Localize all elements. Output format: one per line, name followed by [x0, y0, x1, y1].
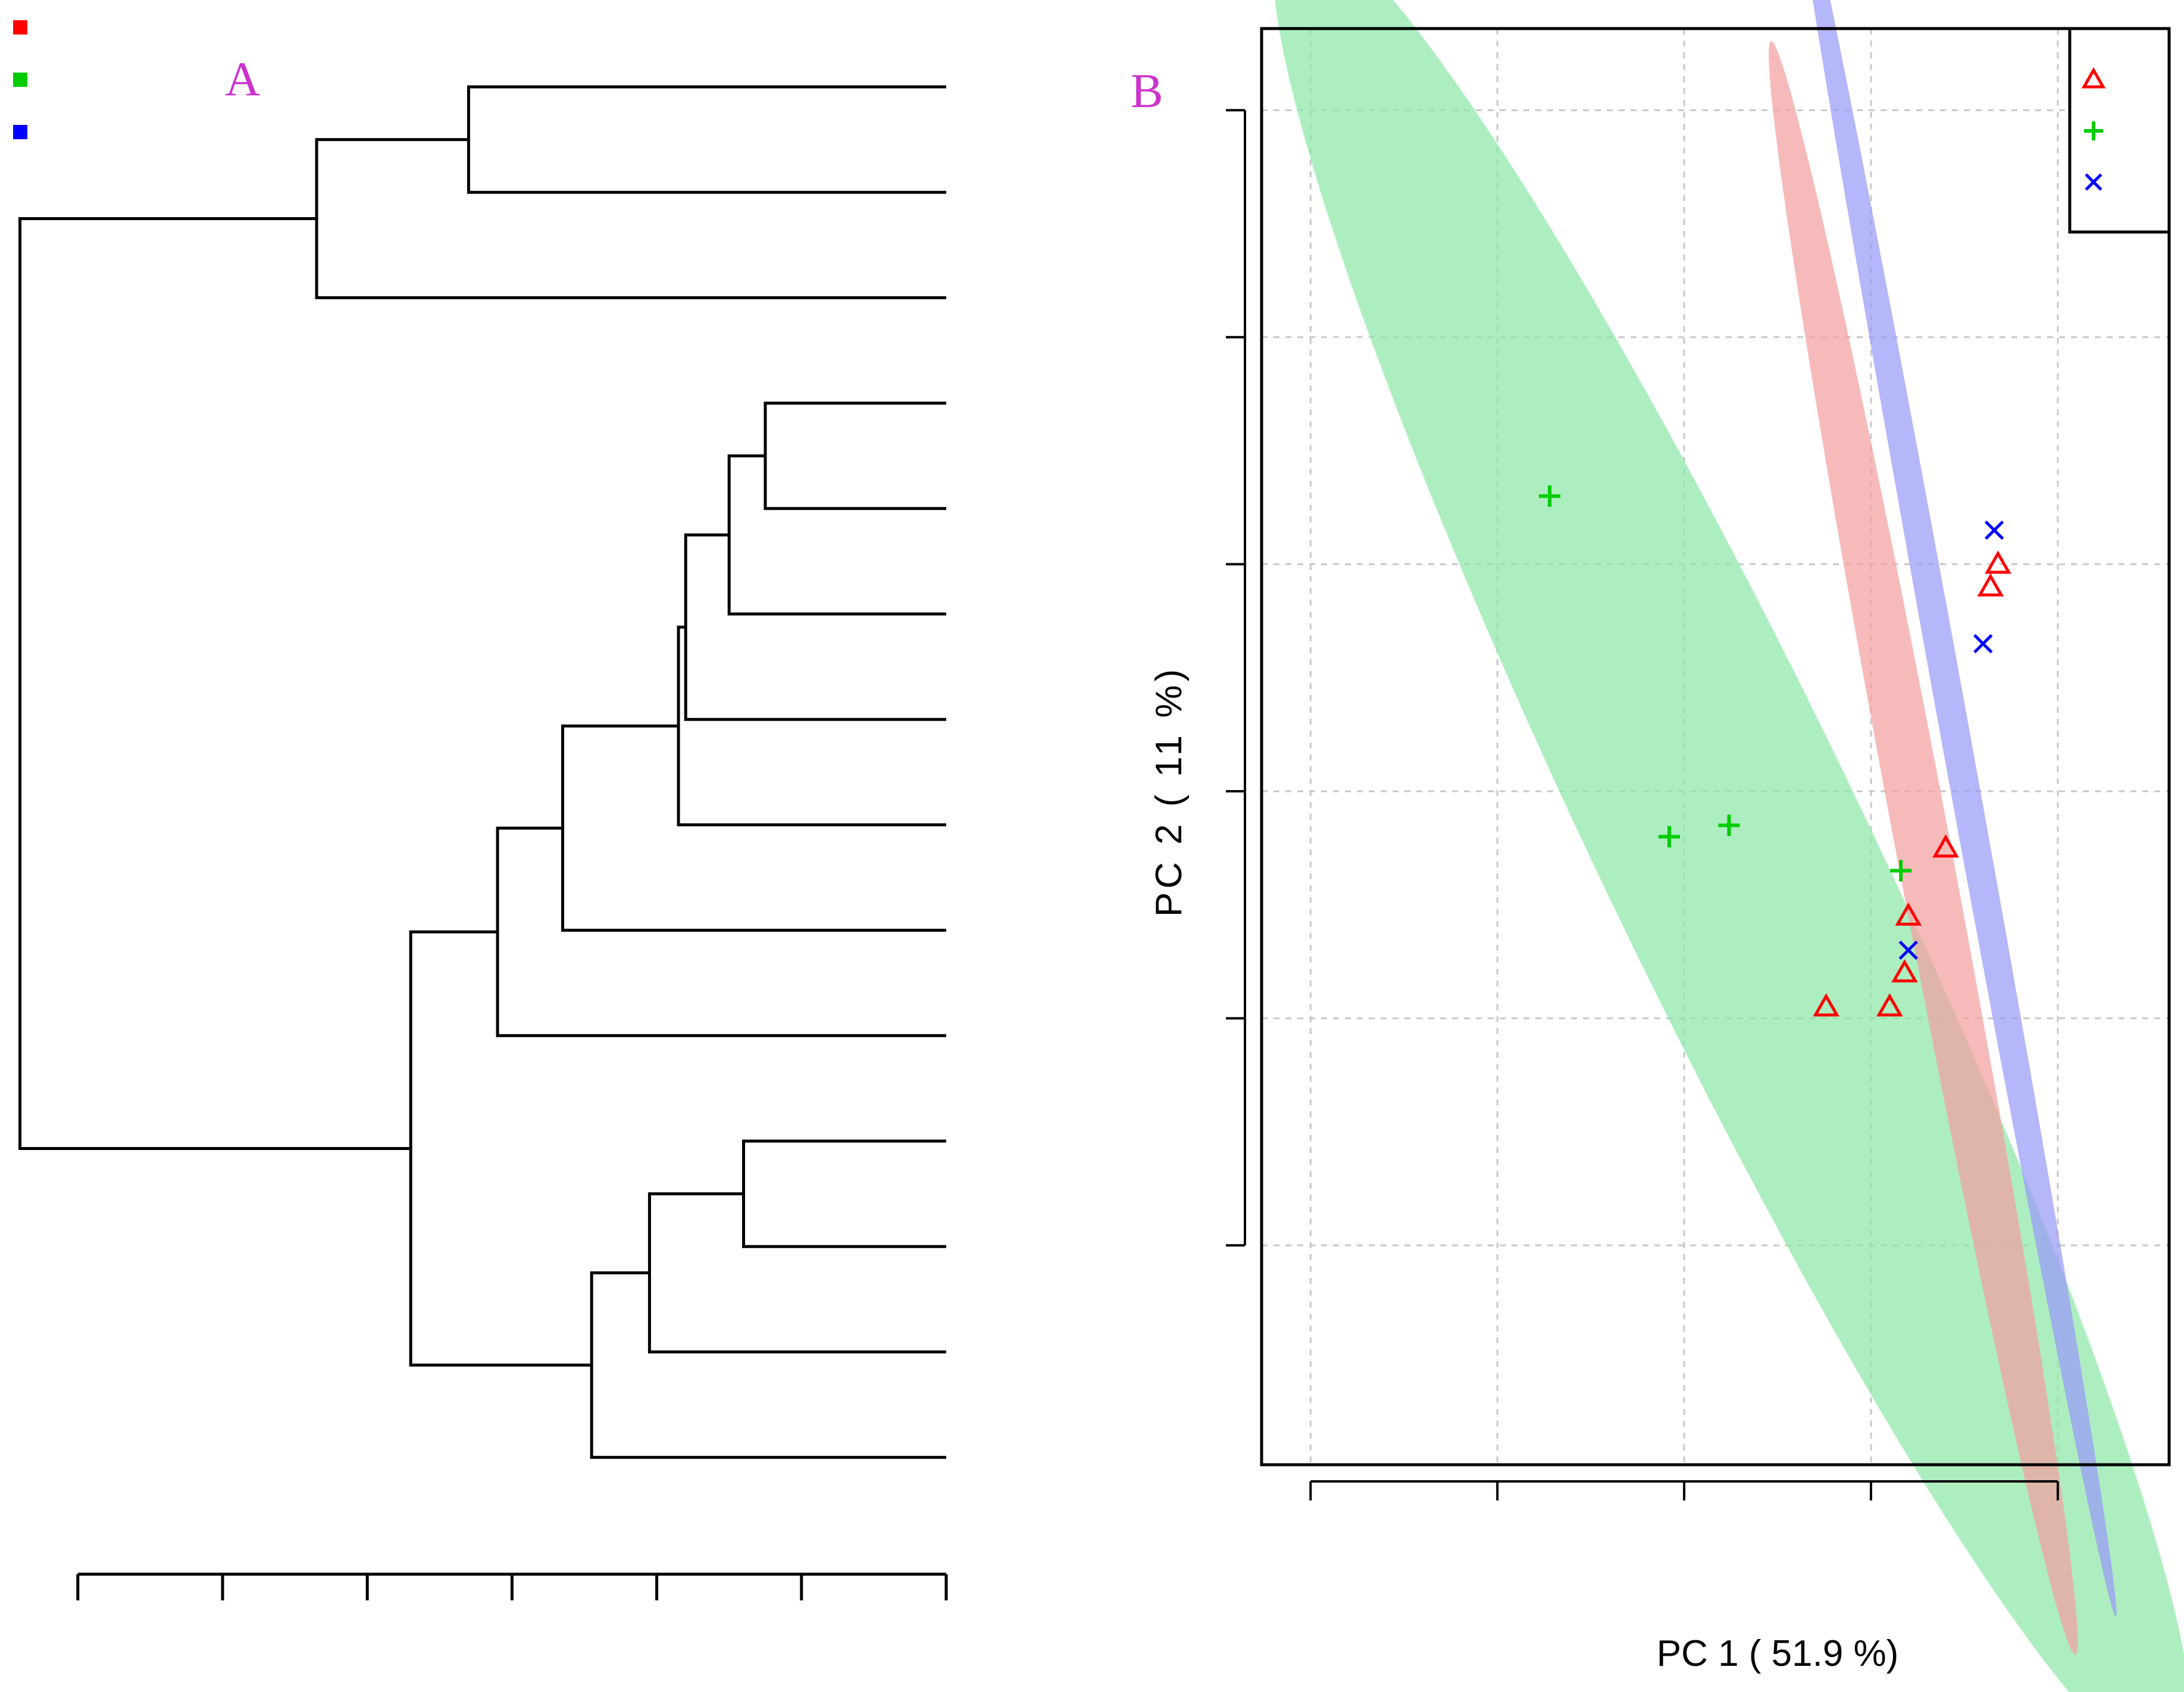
dendrogram-branch-8 — [742, 1139, 946, 1248]
dendrogram-branches — [18, 85, 946, 1459]
legend-swatch-rf — [13, 73, 27, 87]
point-hb — [1898, 940, 1918, 960]
pca-legend-marker-af — [2081, 67, 2106, 89]
point-hh — [1977, 573, 2004, 597]
panel-label-a: A — [225, 52, 260, 106]
pca-axes — [1226, 109, 2059, 1500]
dendrogram-branch-6 — [561, 724, 946, 932]
dendrogram-legend — [13, 20, 27, 139]
confidence-ellipse-af — [1769, 41, 2078, 1655]
point-ha — [1985, 520, 2004, 540]
dendrogram-branch-12 — [18, 217, 411, 1150]
point-glucose — [1658, 826, 1680, 848]
dendrogram-branch-3 — [727, 454, 946, 616]
pca-panel: B PC 1 ( 51.9 %) PC 2 ( 11 %) — [1131, 0, 2184, 1692]
dendrogram-branch-1 — [315, 138, 946, 299]
pca-points — [1539, 485, 2011, 1017]
point-he — [1891, 959, 1918, 983]
dendrogram-branch-5 — [677, 625, 946, 826]
pca-legend-marker-sk — [2085, 173, 2102, 191]
dendrogram-branch-0 — [467, 85, 946, 194]
dendrogram-branch-2 — [764, 402, 946, 510]
dendrogram-branch-11 — [409, 930, 592, 1367]
panel-label-b: B — [1131, 64, 1163, 118]
pca-plot-frame — [1260, 27, 2171, 1467]
point-hf — [1932, 834, 1959, 858]
x-axis-label: PC 1 ( 51.9 %) — [1657, 1633, 1899, 1674]
point-hd — [1813, 993, 1839, 1017]
pca-legend — [2068, 27, 2171, 234]
y-axis-label: PC 2 ( 11 %) — [1149, 666, 1190, 917]
point-maltose — [1718, 814, 1740, 836]
dendrogram-branch-7 — [496, 826, 946, 1038]
confidence-ellipse-sk — [1813, 0, 2117, 1617]
point-fructose — [1539, 485, 1561, 507]
pca-legend-marker-rf — [2084, 121, 2103, 140]
point-sucrose — [1890, 860, 1912, 882]
dendrogram-panel: A — [13, 20, 948, 1600]
legend-swatch-af — [13, 20, 27, 35]
dendrogram-branch-9 — [647, 1192, 946, 1353]
point-hj — [1895, 902, 1922, 926]
dendrogram-branch-10 — [590, 1271, 946, 1459]
dendrogram-branch-4 — [684, 533, 946, 721]
pca-ellipses — [1275, 0, 2184, 1692]
confidence-ellipse-rf — [1275, 0, 2184, 1692]
dendrogram-axis — [76, 1572, 948, 1600]
legend-swatch-sk — [13, 125, 27, 139]
point-hc — [1973, 634, 1993, 654]
point-hg — [1985, 550, 2011, 574]
point-hi — [1876, 993, 1903, 1017]
